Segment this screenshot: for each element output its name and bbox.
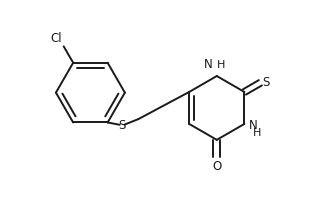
Text: O: O xyxy=(212,160,221,173)
Text: Cl: Cl xyxy=(51,32,62,45)
Text: S: S xyxy=(263,76,270,89)
Text: H: H xyxy=(253,129,261,138)
Text: N: N xyxy=(249,119,258,132)
Text: H: H xyxy=(217,60,226,70)
Text: S: S xyxy=(118,119,125,132)
Text: N: N xyxy=(204,58,213,71)
